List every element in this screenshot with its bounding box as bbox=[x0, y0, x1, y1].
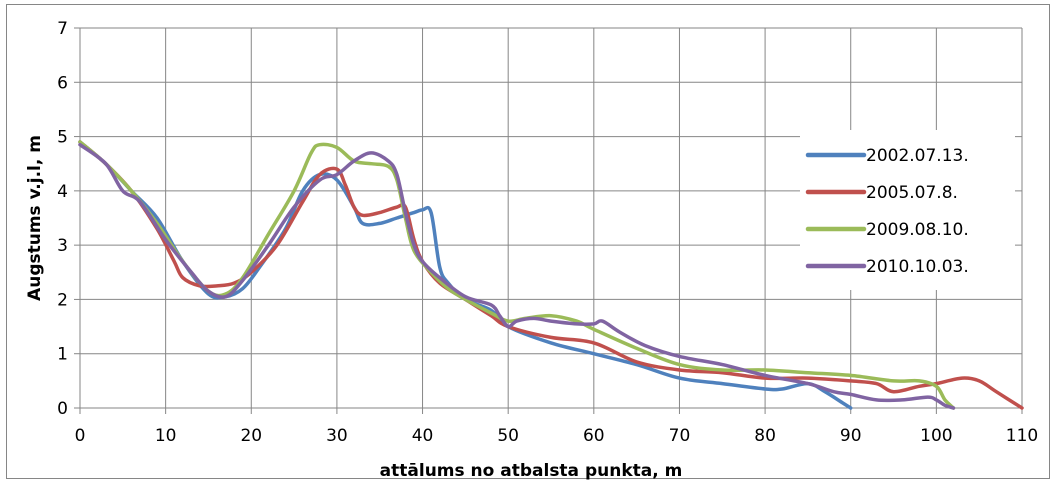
x-tick-label: 110 bbox=[1006, 426, 1038, 446]
y-tick-label: 1 bbox=[57, 345, 68, 365]
y-tick-label: 4 bbox=[57, 182, 68, 202]
x-tick-label: 70 bbox=[669, 426, 691, 446]
legend-label-2: 2005.07.8. bbox=[866, 183, 958, 203]
y-tick-label: 5 bbox=[57, 128, 68, 148]
x-tick-label: 20 bbox=[240, 426, 262, 446]
legend-label-4: 2010.10.03. bbox=[866, 257, 969, 277]
x-tick-label: 60 bbox=[583, 426, 605, 446]
y-tick-label: 2 bbox=[57, 290, 68, 310]
y-tick-label: 6 bbox=[57, 73, 68, 93]
y-tick-label: 0 bbox=[57, 399, 68, 419]
x-tick-label: 40 bbox=[412, 426, 434, 446]
x-tick-label: 10 bbox=[155, 426, 177, 446]
y-axis-title: Augstums v.j.l, m bbox=[25, 135, 45, 301]
legend-label-1: 2002.07.13. bbox=[866, 146, 969, 166]
x-tick-label: 0 bbox=[75, 426, 86, 446]
x-tick-label: 80 bbox=[754, 426, 776, 446]
x-tick-label: 30 bbox=[326, 426, 348, 446]
y-tick-label: 7 bbox=[57, 19, 68, 39]
x-tick-label: 90 bbox=[840, 426, 862, 446]
series-line-4 bbox=[78, 142, 956, 410]
legend-label-3: 2009.08.10. bbox=[866, 220, 969, 240]
x-axis-title: attālums no atbalsta punkta, m bbox=[380, 461, 683, 481]
y-tick-label: 3 bbox=[57, 236, 68, 256]
x-tick-label: 100 bbox=[920, 426, 952, 446]
x-tick-label: 50 bbox=[497, 426, 519, 446]
